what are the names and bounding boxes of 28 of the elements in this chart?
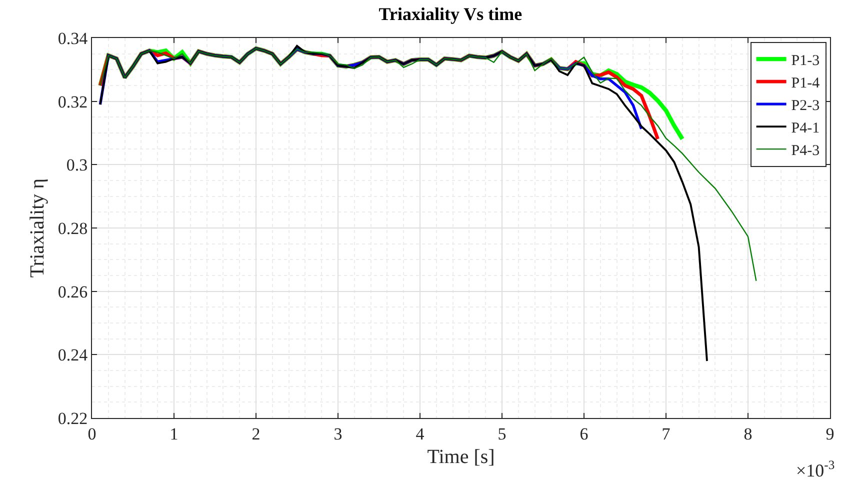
legend-label: P1-3 <box>791 52 820 69</box>
x-tick-label: 5 <box>498 424 506 444</box>
chart-title: Triaxiality Vs time <box>378 4 522 24</box>
legend-label: P4-3 <box>791 142 820 159</box>
y-tick-label: 0.26 <box>58 282 88 302</box>
x-tick-label: 7 <box>662 424 671 444</box>
text: ×10$^{-3}$ <box>796 458 835 481</box>
x-tick-label: 1 <box>170 424 178 444</box>
x-tick-label: 3 <box>334 424 342 444</box>
y-axis-title: Triaxiality η <box>26 178 48 278</box>
y-tick-label: 0.34 <box>58 28 88 48</box>
x-tick-label: 4 <box>416 424 425 444</box>
x-tick-label: 0 <box>88 424 96 444</box>
x-axis-title: Time [s] <box>427 446 495 468</box>
line-series <box>100 48 757 282</box>
y-tick-label: 0.32 <box>58 92 88 112</box>
y-tick-label: 0.3 <box>66 156 88 175</box>
y-tick-label: 0.28 <box>58 218 88 238</box>
y-tick-label: 0.22 <box>58 408 88 428</box>
x-tick-label: 9 <box>826 424 834 444</box>
legend-label: P4-1 <box>791 120 820 136</box>
x-tick-label: 8 <box>744 424 752 444</box>
x-tick-label: 2 <box>252 424 260 444</box>
legend-label: P2-3 <box>791 98 820 114</box>
legend-label: P1-4 <box>791 75 820 92</box>
line-series <box>99 44 708 362</box>
x-tick-label: 6 <box>580 424 588 444</box>
y-tick-label: 0.24 <box>58 346 88 365</box>
